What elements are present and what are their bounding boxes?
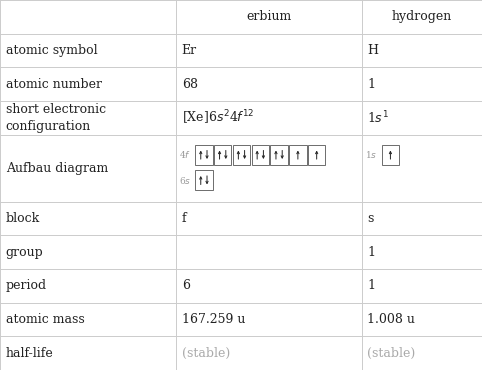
Text: 1: 1 <box>367 246 375 259</box>
Bar <box>195 145 213 165</box>
Text: 6: 6 <box>182 279 190 292</box>
Text: s: s <box>367 212 374 225</box>
Text: atomic mass: atomic mass <box>6 313 84 326</box>
Text: 68: 68 <box>182 78 198 91</box>
Text: atomic symbol: atomic symbol <box>6 44 97 57</box>
Text: 167.259 u: 167.259 u <box>182 313 245 326</box>
Bar <box>233 145 250 165</box>
Text: 6$s$: 6$s$ <box>179 175 191 186</box>
Text: erbium: erbium <box>246 10 291 23</box>
Text: H: H <box>367 44 378 57</box>
Bar <box>270 145 288 165</box>
Bar <box>195 170 213 191</box>
Text: atomic number: atomic number <box>6 78 102 91</box>
Bar <box>308 145 325 165</box>
Text: Er: Er <box>182 44 197 57</box>
Text: short electronic
configuration: short electronic configuration <box>6 103 106 133</box>
Text: block: block <box>6 212 40 225</box>
Text: [Xe]6$s^2$4$f^{12}$: [Xe]6$s^2$4$f^{12}$ <box>182 109 254 127</box>
Text: 4$f$: 4$f$ <box>179 149 191 160</box>
Text: Aufbau diagram: Aufbau diagram <box>6 162 108 175</box>
Text: 1: 1 <box>367 78 375 91</box>
Text: group: group <box>6 246 43 259</box>
Text: f: f <box>182 212 187 225</box>
Text: 1: 1 <box>367 279 375 292</box>
Text: period: period <box>6 279 47 292</box>
Text: 1.008 u: 1.008 u <box>367 313 415 326</box>
Text: (stable): (stable) <box>182 347 230 360</box>
Bar <box>289 145 307 165</box>
Text: (stable): (stable) <box>367 347 415 360</box>
Text: half-life: half-life <box>6 347 54 360</box>
Text: hydrogen: hydrogen <box>391 10 452 23</box>
Bar <box>214 145 231 165</box>
Text: 1$s$: 1$s$ <box>365 149 377 160</box>
Bar <box>382 145 399 165</box>
Text: 1$s^1$: 1$s^1$ <box>367 110 389 126</box>
Bar <box>252 145 269 165</box>
